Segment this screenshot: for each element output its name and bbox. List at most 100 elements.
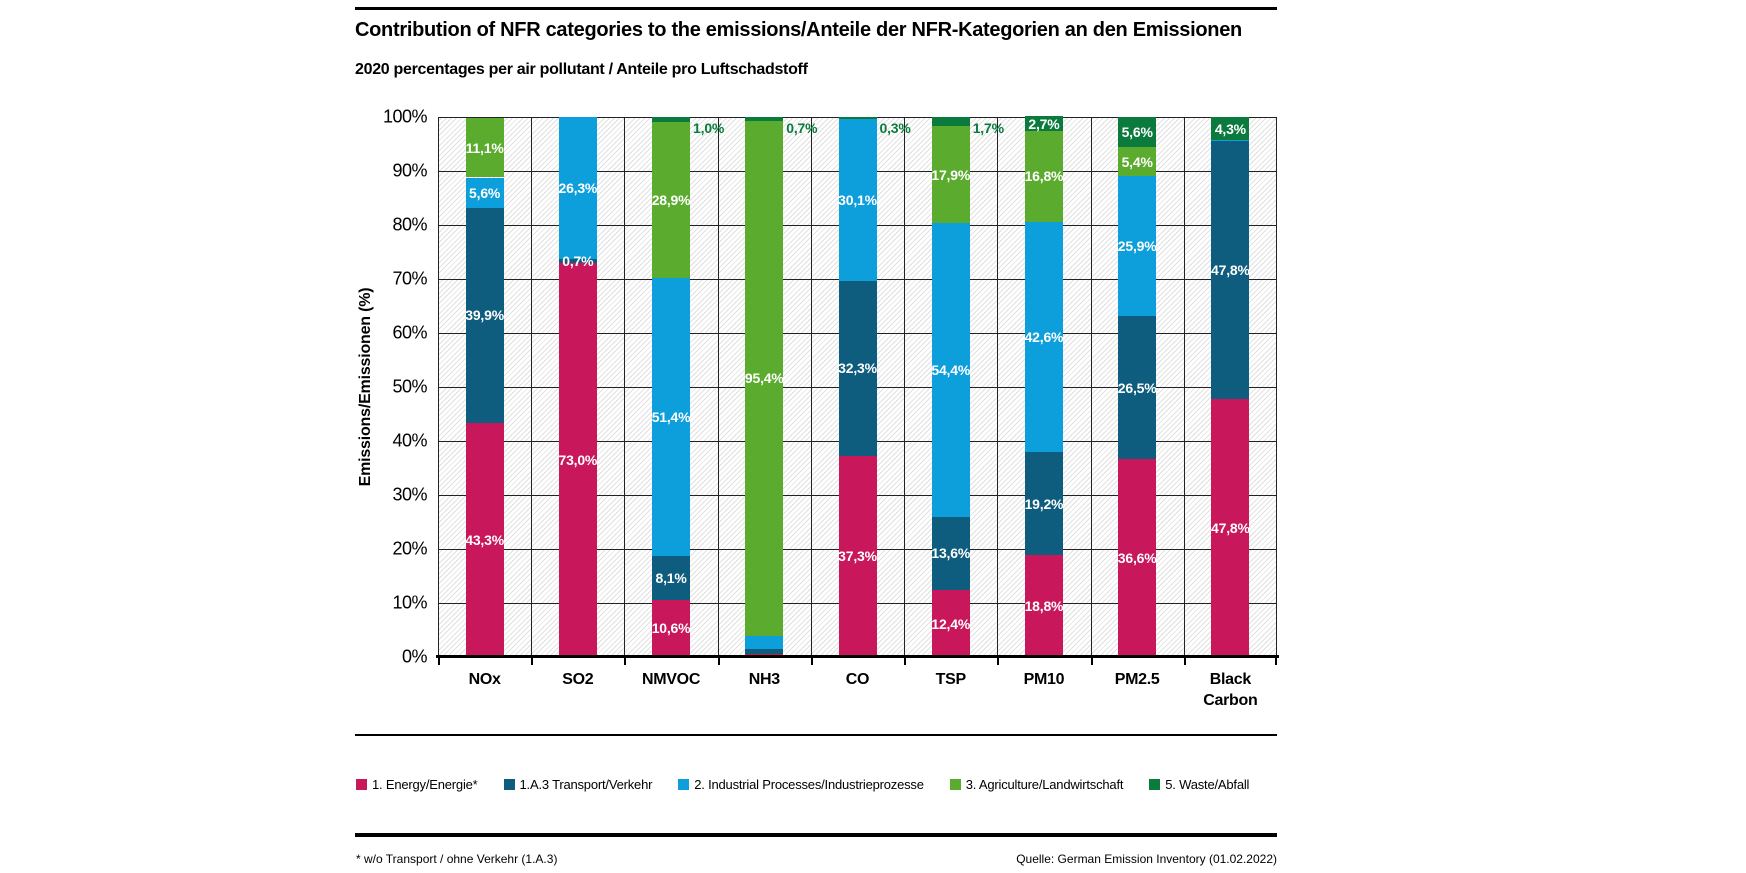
y-axis-tick-label: 60% xyxy=(392,322,427,343)
legend-item: 2. Industrial Processes/Industrieprozess… xyxy=(678,777,924,792)
bar-value-label: 0,7% xyxy=(786,120,818,136)
bar-value-label: 8,1% xyxy=(655,569,687,586)
bar-segment xyxy=(652,278,691,557)
bar-value-label: 0,7% xyxy=(562,252,594,269)
bar-so2: 73,0% 0,7% 26,3% xyxy=(558,117,598,657)
gridline-vertical xyxy=(624,117,625,657)
legend-marker xyxy=(503,779,515,790)
bar-segment xyxy=(558,117,597,260)
source-caption: Quelle: German Emission Inventory (01.02… xyxy=(1016,852,1277,866)
bar-segment xyxy=(838,118,877,282)
bar-value-label: 13,6% xyxy=(931,545,971,562)
bar-value-label: 5,6% xyxy=(469,184,501,201)
chart-bottom-divider xyxy=(355,734,1277,736)
bar-segment xyxy=(1211,140,1250,141)
legend-label: 2. Industrial Processes/Industrieprozess… xyxy=(694,777,924,792)
x-axis-label: TSP xyxy=(935,671,967,688)
bar-nmvoc: 10,6% 8,1% 51,4% 28,9% 1,0% xyxy=(651,117,724,657)
bar-segment xyxy=(652,117,691,123)
bar-segment xyxy=(1024,116,1063,132)
bar-segment xyxy=(1024,131,1063,222)
x-axis-label: NOx xyxy=(468,671,501,688)
bar-segment xyxy=(652,556,691,600)
x-axis-tick xyxy=(718,658,720,665)
bar-value-label: 26,5% xyxy=(1117,379,1157,396)
bar-co: 37,3% 32,3% 30,1% 0,3% xyxy=(838,117,911,657)
gridline-vertical xyxy=(438,117,439,657)
bar-segment xyxy=(652,122,691,279)
bar-value-label: 1,7% xyxy=(972,120,1004,136)
bar-segment xyxy=(465,117,504,178)
bar-value-label: 4,3% xyxy=(1214,120,1246,137)
x-axis-tick xyxy=(531,658,533,665)
x-axis-tick xyxy=(1275,658,1277,665)
bar-segment xyxy=(745,120,784,636)
x-axis-label: PM10 xyxy=(1023,671,1065,688)
bar-value-label: 32,3% xyxy=(838,360,877,377)
y-axis-tick-label: 20% xyxy=(392,538,427,559)
bar-nox: 43,3% 39,9% 5,6% 11,1% xyxy=(465,117,504,657)
bar-segment xyxy=(465,177,504,208)
y-axis-tick-label: 10% xyxy=(392,592,427,613)
bar-value-label: 51,4% xyxy=(651,409,691,426)
legend-item: 1. Energy/Energie* xyxy=(356,777,478,792)
bar-segment xyxy=(1118,147,1157,177)
bar-value-label: 26,3% xyxy=(558,180,598,197)
y-axis-tick-label: 100% xyxy=(382,106,428,127)
gridline-vertical xyxy=(718,117,719,657)
bar-segment xyxy=(652,599,691,657)
bar-segment xyxy=(1024,451,1063,556)
bar-value-label: 1,0% xyxy=(693,120,725,136)
bar-value-label: 5,4% xyxy=(1121,153,1153,170)
bar-segment xyxy=(931,126,970,223)
bar-segment xyxy=(931,222,970,517)
x-axis-tick xyxy=(1184,658,1186,665)
legend: 1. Energy/Energie* 1.A.3 Transport/Verkeh… xyxy=(356,777,1278,792)
bar-value-label: 43,3% xyxy=(465,532,504,549)
x-axis-ticks xyxy=(438,658,1277,666)
bar-segment xyxy=(465,207,504,424)
bar-value-label: 95,4% xyxy=(744,370,784,387)
gridline-vertical xyxy=(531,117,532,657)
plot-area: 43,3% 39,9% 5,6% 11,1% 73,0% 0,7% 26,3% 10,6% 8,… xyxy=(438,115,1277,657)
y-axis-tick-label: 90% xyxy=(392,160,427,181)
legend-item: 3. Agriculture/Landwirtschaft xyxy=(949,777,1123,792)
bar-segment xyxy=(838,117,877,119)
bar-segment xyxy=(558,262,597,657)
bar-segment xyxy=(1118,176,1157,317)
bar-pm2.5: 36,6% 26,5% 25,9% 5,4% 5,6% xyxy=(1117,117,1157,657)
bar-value-label: 17,9% xyxy=(931,166,971,183)
x-axis-tick xyxy=(997,658,999,665)
legend-marker xyxy=(356,779,367,790)
chart-title: Contribution of NFR categories to the em… xyxy=(355,19,1242,41)
legend-label: 5. Waste/Abfall xyxy=(1165,777,1250,792)
top-divider xyxy=(355,7,1277,10)
x-axis-label: NMVOC xyxy=(642,671,701,688)
bar-segment xyxy=(931,516,970,591)
gridline-vertical xyxy=(904,117,905,657)
bar-segment xyxy=(1118,117,1157,148)
bar-segment xyxy=(931,117,970,127)
gridline-vertical xyxy=(1276,117,1277,657)
bar-value-label: 39,9% xyxy=(465,307,504,324)
bar-segment xyxy=(1024,221,1063,452)
bar-value-label: 19,2% xyxy=(1024,495,1064,512)
bar-value-label: 54,4% xyxy=(931,361,971,378)
y-axis-tick-label: 80% xyxy=(392,214,427,235)
bar-value-label: 2,7% xyxy=(1028,115,1060,132)
bar-value-label: 16,8% xyxy=(1024,168,1064,185)
footer-divider xyxy=(355,833,1277,837)
bar-value-label: 37,3% xyxy=(838,548,877,565)
bar-value-label: 10,6% xyxy=(651,620,691,637)
legend-marker xyxy=(678,779,690,790)
bar-segment xyxy=(1211,398,1250,657)
bar-segment xyxy=(745,648,784,655)
bar-value-label: 0,3% xyxy=(879,120,911,136)
x-axis-label: CO xyxy=(845,671,870,688)
legend-item: 5. Waste/Abfall xyxy=(1149,777,1249,792)
bar-segment xyxy=(1118,316,1157,460)
bar-nh3: 95,4% 0,7% xyxy=(744,117,818,657)
bar-segment xyxy=(465,423,504,657)
bar-segment xyxy=(931,590,970,657)
bar-value-label: 25,9% xyxy=(1117,238,1157,255)
